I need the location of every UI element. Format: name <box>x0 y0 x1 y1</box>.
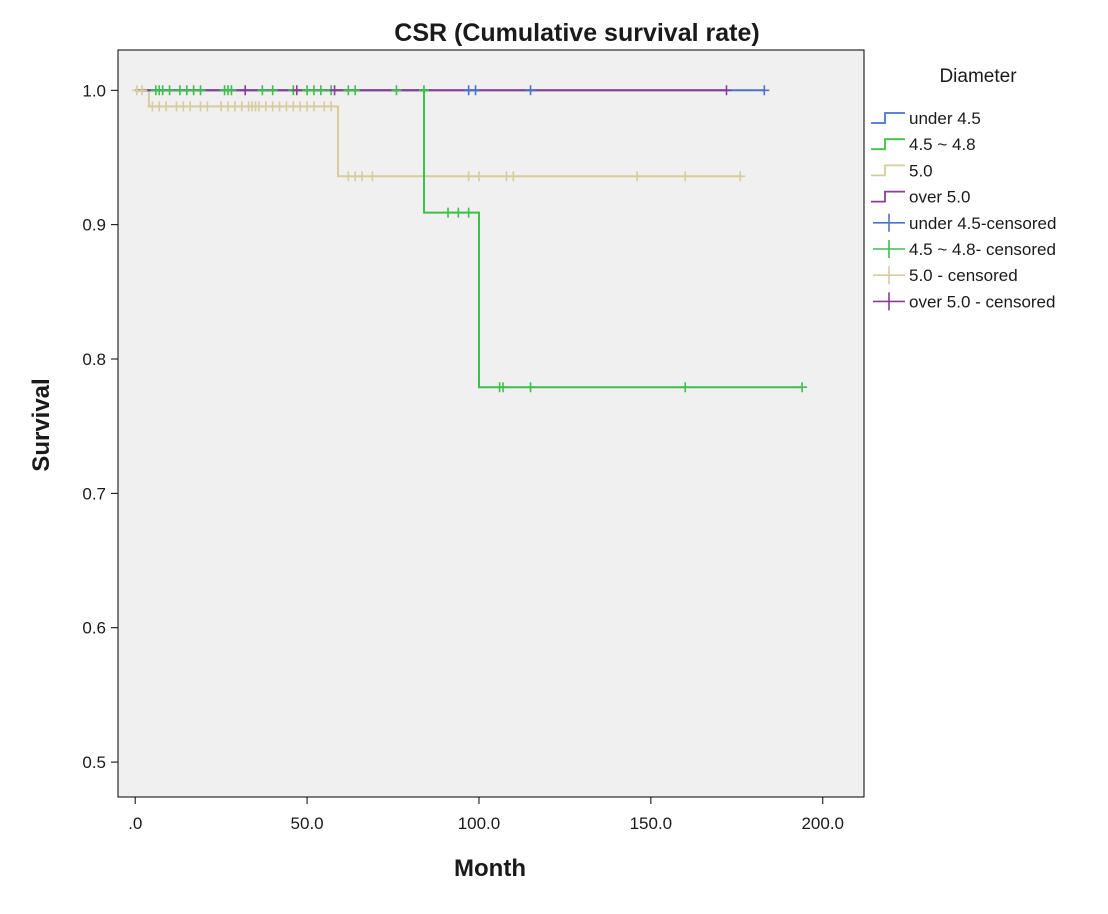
censor-mark-4-5-4-8 <box>257 85 268 96</box>
censor-mark-5-0 <box>202 101 213 112</box>
legend-item: under 4.5-censored <box>873 213 1056 233</box>
y-axis: 0.5 0.6 0.7 0.8 0.9 1.0 <box>82 81 118 772</box>
legend-item: over 5.0 - censored <box>873 292 1055 311</box>
censor-mark-5-0 <box>161 101 172 112</box>
plot-area <box>117 49 865 798</box>
censor-mark-over-5-0 <box>240 85 251 96</box>
y-tick-label: 1.0 <box>82 81 106 100</box>
legend-label: 5.0 <box>909 161 933 180</box>
censor-mark-5-0 <box>680 171 691 182</box>
x-axis-title: Month <box>454 855 526 882</box>
legend-label: under 4.5-censored <box>909 214 1056 233</box>
censor-mark-over-5-0 <box>291 85 302 96</box>
legend-item: 4.5 ~ 4.8- censored <box>873 240 1056 259</box>
y-tick-label: 0.7 <box>82 484 106 503</box>
legend-item: 5.0 <box>871 161 933 180</box>
legend-line-swatch <box>871 112 905 124</box>
x-tick-label: .0 <box>128 814 142 833</box>
legend-item: 5.0 - censored <box>873 266 1018 285</box>
censor-mark-5-0 <box>185 101 196 112</box>
censor-mark-4-5-4-8 <box>391 85 402 96</box>
censor-mark-5-0 <box>308 101 319 112</box>
legend-label: 4.5 ~ 4.8 <box>909 135 976 154</box>
legend-censor-swatch <box>873 266 905 285</box>
censor-mark-5-0 <box>632 171 643 182</box>
legend-line-swatch <box>871 164 905 177</box>
legend-label: over 5.0 <box>909 188 970 207</box>
censor-mark-4-5-4-8 <box>418 85 429 96</box>
x-axis: .0 50.0 100.0 150.0 200.0 <box>128 797 844 833</box>
censor-mark-over-5-0 <box>329 85 340 96</box>
censor-mark-4-5-4-8 <box>267 85 278 96</box>
censor-mark-4-5-4-8 <box>195 85 206 96</box>
censor-mark-4-5-4-8 <box>463 207 474 218</box>
censor-mark-5-0 <box>735 171 746 182</box>
censor-mark-5-0 <box>367 171 378 182</box>
censor-mark-4-5-4-8 <box>498 382 509 393</box>
legend-item: 4.5 ~ 4.8 <box>871 135 976 154</box>
x-tick-label: 100.0 <box>458 814 501 833</box>
censor-mark-5-0 <box>473 171 484 182</box>
x-tick-label: 150.0 <box>630 814 673 833</box>
y-axis-title: Survival <box>28 378 55 471</box>
censor-mark-5-0 <box>326 101 337 112</box>
censor-mark-under-4-5 <box>759 85 770 96</box>
censor-mark-4-5-4-8 <box>797 382 808 393</box>
legend-label: 4.5 ~ 4.8- censored <box>909 240 1056 259</box>
x-tick-label: 200.0 <box>801 814 844 833</box>
censor-mark-4-5-4-8 <box>350 85 361 96</box>
legend-line-swatch <box>871 138 905 151</box>
x-tick-label: 50.0 <box>291 814 324 833</box>
censor-mark-under-4-5 <box>470 85 481 96</box>
legend-censor-swatch <box>873 240 905 258</box>
legend-censor-swatch <box>873 292 905 311</box>
legend: Diameter under 4.5 4.5 ~ 4.8 5.0 over 5.0 un… <box>871 66 1056 311</box>
chart-title: CSR (Cumulative survival rate) <box>394 19 759 47</box>
legend-title: Diameter <box>939 66 1017 87</box>
legend-label: over 5.0 - censored <box>909 292 1055 311</box>
legend-censor-swatch <box>873 213 905 232</box>
censor-mark-5-0 <box>357 171 368 182</box>
y-tick-label: 0.5 <box>82 753 106 772</box>
censor-mark-4-5-4-8 <box>525 382 536 393</box>
censor-mark-4-5-4-8 <box>164 85 175 96</box>
legend-line-swatch <box>871 190 905 203</box>
legend-label: under 4.5 <box>909 109 981 128</box>
censor-mark-over-5-0 <box>721 85 732 96</box>
y-tick-label: 0.6 <box>82 619 106 638</box>
y-tick-label: 0.9 <box>82 216 106 235</box>
censor-mark-under-4-5 <box>525 85 536 96</box>
censor-mark-4-5-4-8 <box>680 382 691 393</box>
legend-item: under 4.5 <box>871 109 981 128</box>
censor-mark-5-0 <box>508 171 519 182</box>
censor-mark-4-5-4-8 <box>453 207 464 218</box>
censor-mark-5-0 <box>463 171 474 182</box>
legend-item: over 5.0 <box>871 188 970 207</box>
censor-mark-4-5-4-8 <box>226 85 237 96</box>
censor-mark-4-5-4-8 <box>443 207 454 218</box>
y-tick-label: 0.8 <box>82 350 106 369</box>
censor-marks <box>131 85 808 393</box>
legend-label: 5.0 - censored <box>909 266 1018 285</box>
censor-mark-4-5-4-8 <box>315 85 326 96</box>
censor-mark-5-0 <box>137 85 148 96</box>
